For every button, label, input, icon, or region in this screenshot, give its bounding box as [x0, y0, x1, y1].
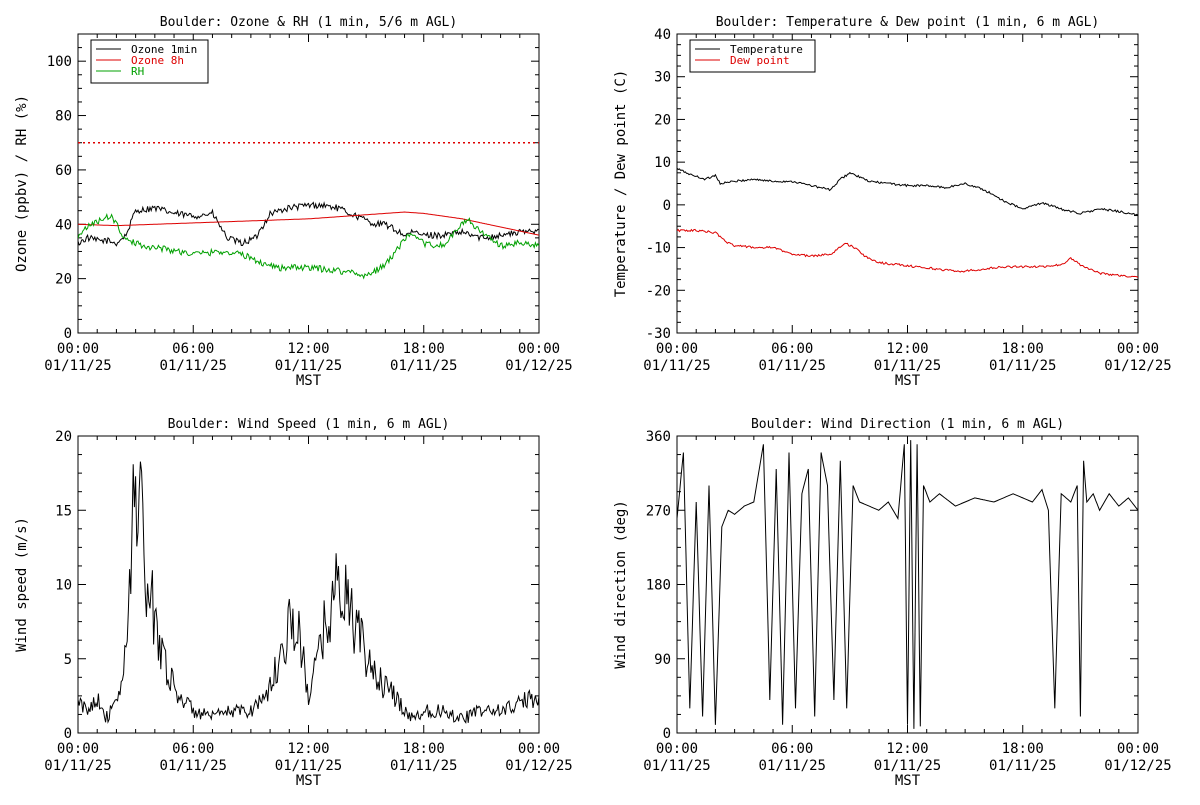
legend-label: RH — [131, 65, 144, 78]
legend-box — [90, 39, 209, 84]
y-tick-label: 80 — [55, 109, 72, 125]
x-tick-date-label: 01/12/25 — [505, 758, 572, 774]
x-tick-date-label: 01/11/25 — [874, 358, 941, 374]
y-tick-label: 10 — [654, 155, 671, 171]
y-tick-label: 40 — [654, 27, 671, 43]
x-tick-label: 00:00 — [57, 341, 99, 357]
x-tick-label: 12:00 — [287, 341, 329, 357]
x-tick-date-label: 01/11/25 — [160, 358, 227, 374]
y-axis-label: Temperature / Dew point (C) — [613, 70, 629, 298]
y-tick-label: 40 — [55, 217, 72, 233]
ozone-8h-series-line — [78, 211, 539, 236]
y-tick-label: 100 — [47, 54, 72, 70]
y-tick-label: 180 — [646, 578, 671, 594]
x-tick-label: 18:00 — [1002, 341, 1044, 357]
x-tick-label: 00:00 — [518, 341, 560, 357]
legend-label: Ozone 1min — [131, 43, 197, 56]
y-tick-label: 360 — [646, 429, 671, 445]
y-tick-label: 90 — [654, 652, 671, 668]
chart-title: Boulder: Temperature & Dew point (1 min,… — [716, 15, 1100, 30]
x-tick-label: 06:00 — [771, 341, 813, 357]
y-tick-label: -20 — [646, 283, 671, 299]
y-tick-label: 20 — [55, 272, 72, 288]
x-axis-label: MST — [296, 773, 322, 789]
x-axis-label: MST — [895, 373, 921, 389]
x-tick-date-label: 01/11/25 — [759, 758, 826, 774]
x-tick-date-label: 01/11/25 — [44, 758, 111, 774]
chart-panel-2: Boulder: Temperature & Dew point (1 min,… — [613, 15, 1172, 389]
x-tick-label: 00:00 — [1117, 741, 1159, 757]
x-tick-date-label: 01/11/25 — [643, 358, 710, 374]
x-tick-date-label: 01/12/25 — [505, 358, 572, 374]
x-tick-date-label: 01/11/25 — [44, 358, 111, 374]
y-tick-label: 20 — [654, 112, 671, 128]
x-tick-label: 12:00 — [287, 741, 329, 757]
y-tick-label: 20 — [55, 429, 72, 445]
chart-panel-4: Boulder: Wind Direction (1 min, 6 m AGL)… — [613, 417, 1172, 789]
x-tick-date-label: 01/12/25 — [1104, 358, 1171, 374]
y-axis-label: Ozone (ppbv) / RH (%) — [14, 95, 30, 272]
x-tick-date-label: 01/11/25 — [989, 358, 1056, 374]
x-tick-date-label: 01/12/25 — [1104, 758, 1171, 774]
y-axis-label: Wind direction (deg) — [613, 500, 629, 669]
x-tick-date-label: 01/11/25 — [874, 758, 941, 774]
x-tick-date-label: 01/11/25 — [160, 758, 227, 774]
x-tick-date-label: 01/11/25 — [390, 358, 457, 374]
x-tick-date-label: 01/11/25 — [643, 758, 710, 774]
x-tick-label: 00:00 — [1117, 341, 1159, 357]
x-tick-date-label: 01/11/25 — [275, 758, 342, 774]
legend-label: Temperature — [730, 43, 803, 56]
legend-box — [689, 39, 816, 73]
ozone-1min-series-line — [78, 201, 539, 247]
x-tick-date-label: 01/11/25 — [759, 358, 826, 374]
x-tick-label: 06:00 — [172, 341, 214, 357]
y-tick-label: -10 — [646, 241, 671, 257]
y-tick-label: -30 — [646, 326, 671, 342]
y-tick-label: 270 — [646, 503, 671, 519]
data-series-line — [677, 440, 1138, 729]
y-tick-label: 0 — [64, 326, 72, 342]
data-series-line — [78, 461, 539, 724]
chart-panel-1: Boulder: Ozone & RH (1 min, 5/6 m AGL)00… — [14, 15, 573, 389]
plot-frame — [676, 33, 1139, 334]
y-tick-label: 15 — [55, 503, 72, 519]
chart-title: Boulder: Wind Speed (1 min, 6 m AGL) — [168, 417, 450, 432]
x-tick-date-label: 01/11/25 — [989, 758, 1056, 774]
y-tick-label: 0 — [663, 726, 671, 742]
x-tick-label: 12:00 — [886, 341, 928, 357]
y-tick-label: 0 — [64, 726, 72, 742]
y-tick-label: 30 — [654, 70, 671, 86]
y-tick-label: 5 — [64, 652, 72, 668]
legend-label: Ozone 8h — [131, 54, 184, 67]
x-tick-label: 00:00 — [656, 741, 698, 757]
x-tick-date-label: 01/11/25 — [390, 758, 457, 774]
temperature-series-line — [677, 167, 1138, 216]
x-axis-label: MST — [296, 373, 322, 389]
chart-title: Boulder: Wind Direction (1 min, 6 m AGL) — [751, 417, 1064, 432]
y-tick-label: 10 — [55, 578, 72, 594]
x-tick-label: 06:00 — [771, 741, 813, 757]
x-tick-label: 18:00 — [1002, 741, 1044, 757]
x-tick-label: 18:00 — [403, 741, 445, 757]
x-tick-label: 06:00 — [172, 741, 214, 757]
rh-series-line — [78, 212, 539, 280]
x-tick-date-label: 01/11/25 — [275, 358, 342, 374]
legend-label: Dew point — [730, 54, 790, 67]
x-tick-label: 18:00 — [403, 341, 445, 357]
y-tick-label: 60 — [55, 163, 72, 179]
x-axis-label: MST — [895, 773, 921, 789]
x-tick-label: 00:00 — [656, 341, 698, 357]
chart-panel-3: Boulder: Wind Speed (1 min, 6 m AGL) 00:0… — [14, 417, 573, 789]
x-tick-label: 12:00 — [886, 741, 928, 757]
y-tick-label: 0 — [663, 198, 671, 214]
y-axis-label: Wind speed (m/s) — [14, 517, 30, 652]
chart-title: Boulder: Ozone & RH (1 min, 5/6 m AGL) — [160, 15, 457, 30]
x-tick-label: 00:00 — [57, 741, 99, 757]
x-tick-label: 00:00 — [518, 741, 560, 757]
dew-point-series-line — [677, 228, 1138, 278]
